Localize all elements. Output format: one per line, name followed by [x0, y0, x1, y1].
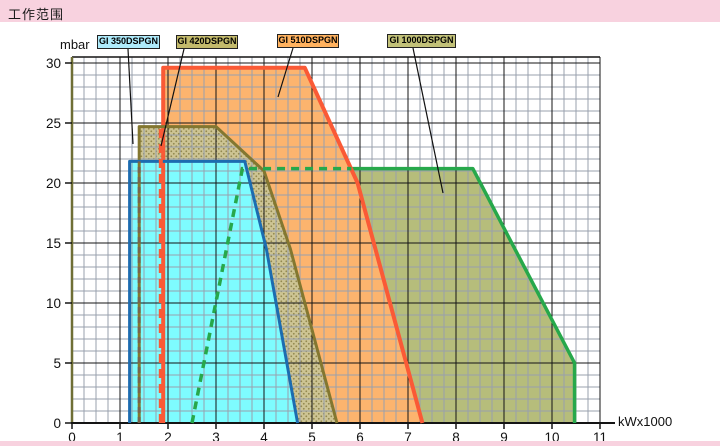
x-tick-label: 1	[116, 430, 124, 445]
x-tick-label: 8	[452, 430, 460, 445]
dashed-overlays	[137, 127, 352, 424]
x-axis-title: kWx1000	[618, 414, 673, 429]
x-tick-label: 3	[212, 430, 220, 445]
series-border-gi-420dspgn	[137, 125, 339, 424]
x-tick-label: 4	[260, 430, 268, 445]
x-tick-label: 6	[356, 430, 364, 445]
x-tick-label: 7	[404, 430, 412, 445]
y-tick-label: 15	[46, 236, 61, 251]
y-tick-label: 5	[53, 356, 61, 371]
y-tick-label: 30	[46, 56, 61, 71]
series-border-gi-510dspgn	[161, 65, 425, 424]
series-label-gi-420dspgn: GI 420DSPGN	[176, 35, 238, 49]
x-tick-label: 2	[164, 430, 172, 445]
x-tick-label: 9	[500, 430, 508, 445]
y-tick-label: 0	[53, 416, 61, 431]
x-tick-label: 5	[308, 430, 316, 445]
label-leader-line	[127, 48, 134, 145]
series-area-gi-350dspgn	[129, 161, 298, 423]
bottom-accent-strip	[0, 441, 720, 446]
y-axis-title: mbar	[60, 37, 90, 52]
gi-1000-hidden-edge	[190, 166, 352, 424]
label-leaders	[127, 47, 444, 194]
y-tick-label: 10	[46, 296, 61, 311]
page-title: 工作范围	[0, 0, 720, 22]
series-border-gi-1000dspgn	[351, 166, 577, 423]
label-leader-line	[277, 47, 294, 98]
y-tick-label: 25	[46, 116, 61, 131]
series-fills	[129, 67, 575, 424]
series-border-gi-350dspgn	[128, 159, 300, 424]
y-tick-label: 20	[46, 176, 61, 191]
series-label-gi-1000dspgn: GI 1000DSPGN	[387, 34, 456, 48]
label-leader-line	[160, 48, 185, 147]
series-borders	[128, 65, 577, 424]
series-label-gi-510dspgn: GI 510DSPGN	[277, 34, 339, 48]
label-leader-line	[412, 47, 444, 194]
x-tick-label: 0	[68, 430, 76, 445]
series-label-gi-350dspgn: GI 350DSPGN	[97, 35, 160, 49]
